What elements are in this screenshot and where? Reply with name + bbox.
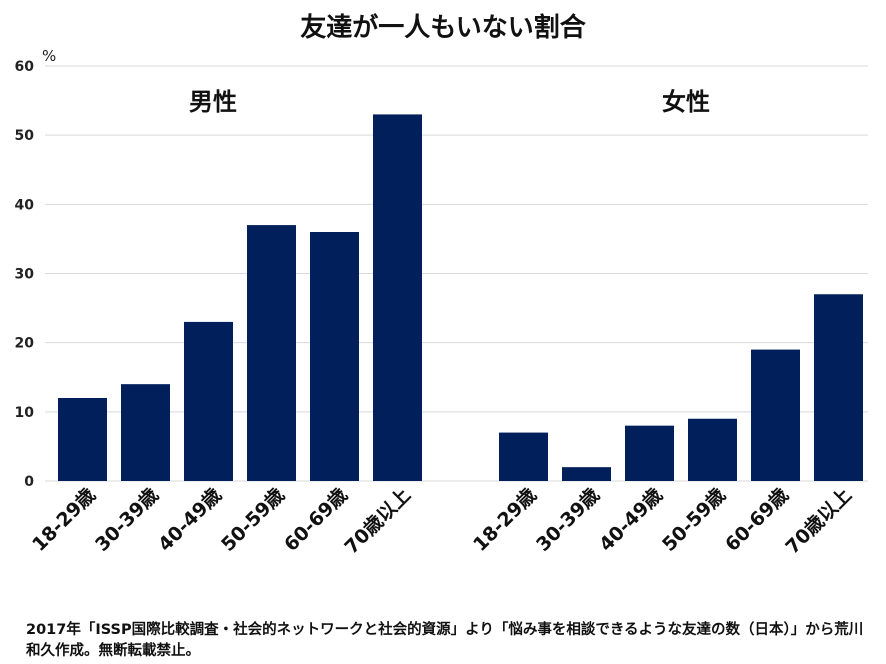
- y-tick-label: 10: [15, 405, 35, 421]
- y-tick-label: 20: [15, 336, 35, 352]
- panel-label: 男性: [189, 88, 237, 116]
- bar: [247, 225, 296, 481]
- y-tick-label: 40: [15, 197, 35, 213]
- x-tick-label: 40-49歳: [595, 484, 667, 556]
- y-tick-label: 0: [24, 474, 34, 490]
- panel-labels: 男性 女性: [189, 88, 710, 116]
- bar: [373, 114, 422, 482]
- chart-title: 友達が一人もいない割合: [300, 12, 586, 43]
- x-tick-label: 30-39歳: [532, 484, 604, 556]
- x-tick-label: 30-39歳: [91, 484, 163, 556]
- bar: [751, 349, 800, 481]
- x-tick-label: 60-69歳: [721, 484, 793, 556]
- x-tick-label: 70歳以上: [781, 484, 856, 559]
- bar: [58, 398, 107, 481]
- x-tick-label: 70歳以上: [340, 484, 415, 559]
- bar: [499, 432, 548, 481]
- bar: [562, 467, 611, 481]
- y-axis-ticks: 0 10 20 30 40 50 60: [15, 59, 35, 490]
- source-note: 2017年「ISSP国際比較調査・社会的ネットワークと社会的資源」より「悩み事を…: [26, 622, 864, 659]
- bar: [184, 321, 233, 481]
- x-tick-label: 18-29歳: [28, 484, 100, 556]
- bar: [814, 294, 863, 481]
- y-tick-label: 60: [15, 59, 35, 75]
- gridlines: [45, 65, 868, 482]
- x-tick-label: 18-29歳: [469, 484, 541, 556]
- bar: [310, 232, 359, 481]
- y-tick-label: 30: [15, 267, 35, 283]
- x-tick-label: 60-69歳: [280, 484, 352, 556]
- bar: [121, 384, 170, 481]
- bar: [625, 425, 674, 481]
- x-tick-label: 50-59歳: [658, 484, 730, 556]
- bar: [688, 418, 737, 481]
- bars: [58, 114, 863, 482]
- y-tick-label: 50: [15, 128, 35, 144]
- x-tick-label: 40-49歳: [154, 484, 226, 556]
- panel-label: 女性: [662, 88, 710, 116]
- x-tick-label: 50-59歳: [217, 484, 289, 556]
- y-axis-unit: %: [42, 47, 56, 65]
